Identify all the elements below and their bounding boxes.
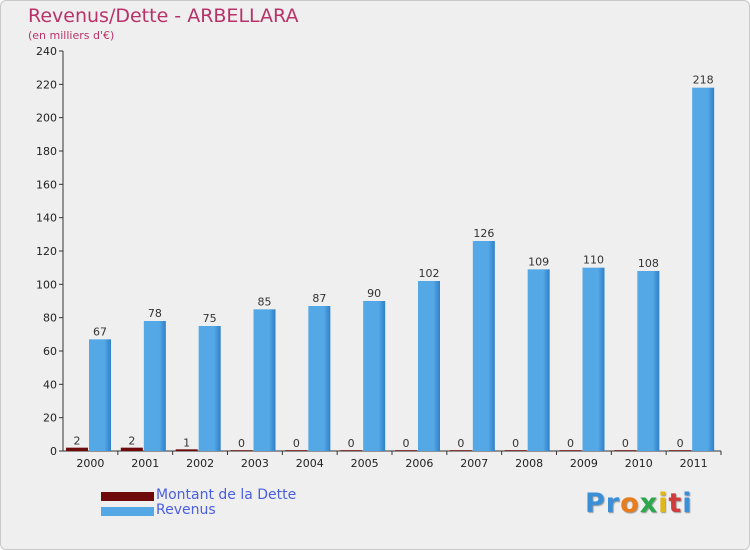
x-tick-label: 2011 [680,457,708,470]
y-tick-label: 0 [50,445,57,458]
y-tick-label: 120 [36,245,57,258]
bar-dette [559,450,582,451]
y-tick-label: 40 [43,378,57,391]
data-label-revenus: 102 [419,267,440,280]
y-tick-label: 200 [36,112,57,125]
bar-revenus [582,267,605,451]
bar-dette [504,450,527,451]
bar-revenus [692,87,715,452]
legend-label-dette: Montant de la Dette [156,487,297,503]
logo-letter: P [585,488,606,519]
y-tick-label: 20 [43,412,57,425]
logo-letter: r [605,488,621,519]
bar-revenus [198,326,221,451]
data-label-revenus: 110 [583,254,604,267]
x-tick-label: 2006 [405,457,433,470]
logo-letter: i [682,488,693,519]
bar-dette [449,450,472,451]
data-label-revenus: 218 [693,74,714,87]
bar-revenus [253,309,276,451]
data-label-dette: 0 [403,437,410,450]
logo-letter: x [639,488,659,519]
logo-letter: o [620,488,640,519]
data-label-dette: 0 [293,437,300,450]
bar-revenus [472,241,495,451]
bar-revenus [527,269,550,451]
data-label-revenus: 90 [367,287,381,300]
legend-swatch-dette [101,492,154,501]
x-tick-label: 2004 [296,457,324,470]
x-tick-label: 2010 [625,457,653,470]
y-tick-label: 80 [43,312,57,325]
legend-swatch-revenus [101,507,154,516]
data-label-revenus: 87 [312,292,326,305]
y-tick-label: 100 [36,278,57,291]
bar-dette [669,450,692,451]
bar-dette [120,447,143,451]
legend-label-revenus: Revenus [156,502,216,518]
data-label-dette: 2 [128,435,135,448]
data-label-dette: 0 [348,437,355,450]
bar-dette [230,450,253,451]
data-label-dette: 0 [567,437,574,450]
data-label-revenus: 78 [148,307,162,320]
y-tick-label: 60 [43,345,57,358]
y-tick-label: 220 [36,78,57,91]
x-tick-label: 2001 [131,457,159,470]
logo-letter: t [668,488,683,519]
y-axis-ticks: 0 20 40 60 80 100 120 140 160 180 200 220 240 [36,45,63,458]
bar-revenus [143,321,166,451]
data-label-revenus: 108 [638,257,659,270]
chart-subtitle: (en milliers d'€) [28,29,115,42]
data-label-revenus: 126 [473,227,494,240]
bar-dette [614,450,637,451]
data-label-revenus: 109 [528,255,549,268]
bar-dette [395,450,417,451]
x-tick-label: 2003 [241,457,269,470]
x-axis-ticks: 2000 2001 2002 2003 2004 2005 2006 2007 2008 2009… [76,451,722,470]
y-tick-label: 180 [36,145,57,158]
bar-revenus [308,306,331,451]
x-tick-label: 2008 [515,457,543,470]
data-label-dette: 0 [512,437,519,450]
bar-dette [340,450,363,451]
proxiti-logo: Proxiti [585,488,693,519]
x-tick-label: 2009 [570,457,598,470]
y-tick-label: 140 [36,212,57,225]
data-label-dette: 1 [183,436,190,449]
chart-title: Revenus/Dette - ARBELLARA [28,5,299,27]
data-label-dette: 2 [74,435,81,448]
bar-revenus [637,271,660,451]
x-tick-label: 2007 [460,457,488,470]
data-label-dette: 0 [622,437,629,450]
data-label-dette: 0 [238,437,245,450]
data-label-revenus: 85 [258,295,272,308]
bar-revenus [89,339,111,451]
y-tick-label: 240 [36,45,57,58]
x-tick-label: 2005 [351,457,379,470]
bar-dette [285,450,308,451]
x-tick-label: 2000 [76,457,104,470]
y-tick-label: 160 [36,178,57,191]
bar-revenus [363,301,386,451]
bar-revenus [418,281,440,451]
data-label-dette: 0 [457,437,464,450]
data-label-dette: 0 [677,437,684,450]
data-label-revenus: 75 [203,312,217,325]
bars: 2 67 2 78 1 75 0 85 0 87 0 90 0 102 0 126 0 109 0 110 0 108 0 2… [66,74,715,452]
data-label-revenus: 67 [93,325,107,338]
logo-letter: i [658,488,669,519]
bar-dette [66,447,88,451]
bar-dette [175,449,198,451]
x-tick-label: 2002 [186,457,214,470]
